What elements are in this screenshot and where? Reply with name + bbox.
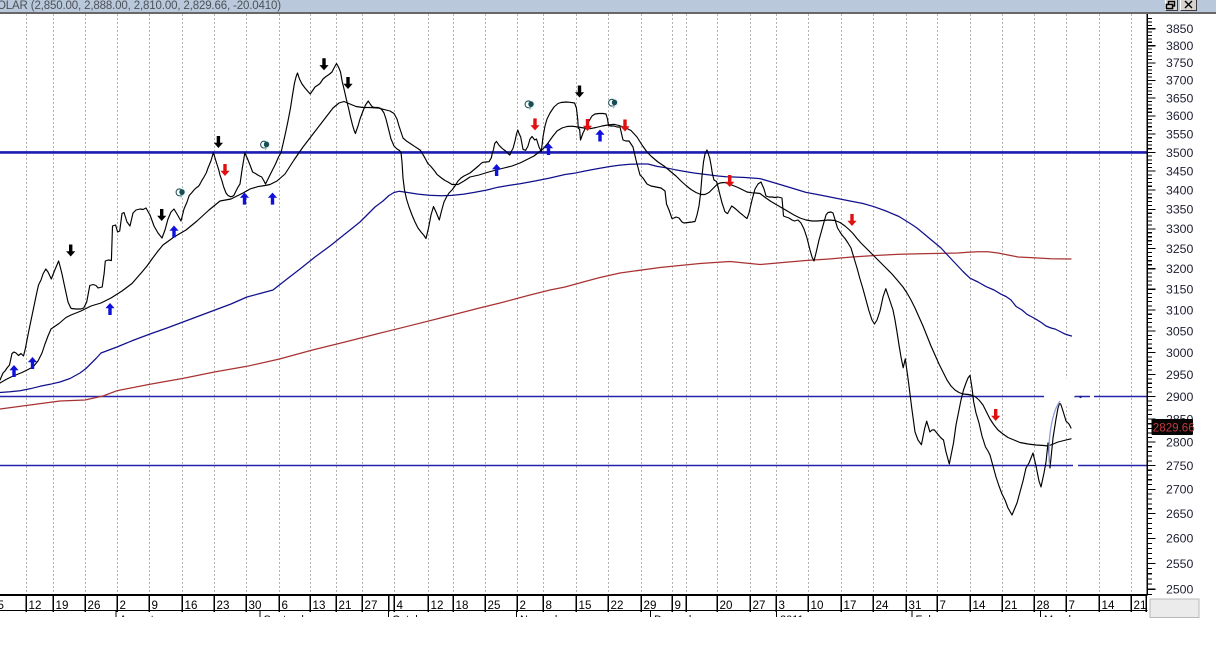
svg-text:10: 10 bbox=[811, 599, 824, 612]
svg-text:21: 21 bbox=[1005, 599, 1018, 612]
svg-text:2500: 2500 bbox=[1166, 583, 1194, 597]
svg-text:2550: 2550 bbox=[1166, 557, 1194, 571]
svg-text:2700: 2700 bbox=[1166, 483, 1194, 497]
svg-text:3500: 3500 bbox=[1166, 146, 1194, 160]
svg-text:February: February bbox=[916, 614, 961, 626]
svg-text:24: 24 bbox=[876, 599, 889, 612]
svg-text:7: 7 bbox=[940, 599, 946, 612]
svg-text:2950: 2950 bbox=[1166, 368, 1194, 382]
svg-text:13: 13 bbox=[313, 599, 326, 612]
svg-text:December: December bbox=[654, 614, 705, 626]
svg-text:28: 28 bbox=[1037, 599, 1050, 612]
svg-text:29: 29 bbox=[644, 599, 657, 612]
svg-text:16: 16 bbox=[185, 599, 198, 612]
svg-text:3800: 3800 bbox=[1166, 39, 1194, 53]
svg-text:2800: 2800 bbox=[1166, 436, 1194, 450]
svg-text:18: 18 bbox=[456, 599, 469, 612]
svg-text:5: 5 bbox=[0, 599, 4, 612]
svg-text:26: 26 bbox=[88, 599, 101, 612]
svg-text:4: 4 bbox=[397, 599, 404, 612]
svg-text:27: 27 bbox=[365, 599, 378, 612]
svg-text:31: 31 bbox=[909, 599, 922, 612]
svg-text:3600: 3600 bbox=[1166, 109, 1194, 123]
svg-text:2011: 2011 bbox=[780, 614, 804, 626]
svg-text:3300: 3300 bbox=[1166, 222, 1194, 236]
svg-text:2650: 2650 bbox=[1166, 507, 1194, 521]
svg-text:27: 27 bbox=[753, 599, 766, 612]
svg-text:2600: 2600 bbox=[1166, 532, 1194, 546]
svg-text:21: 21 bbox=[339, 599, 352, 612]
svg-text:9: 9 bbox=[152, 599, 158, 612]
svg-text:15: 15 bbox=[579, 599, 592, 612]
svg-text:8: 8 bbox=[546, 599, 552, 612]
svg-text:2900: 2900 bbox=[1166, 390, 1194, 404]
svg-text:November: November bbox=[520, 614, 571, 626]
svg-text:14: 14 bbox=[1102, 599, 1115, 612]
svg-text:17: 17 bbox=[844, 599, 857, 612]
svg-text:3100: 3100 bbox=[1166, 303, 1194, 317]
svg-text:3: 3 bbox=[779, 599, 785, 612]
svg-text:30: 30 bbox=[249, 599, 262, 612]
svg-text:2: 2 bbox=[520, 599, 526, 612]
svg-text:12: 12 bbox=[29, 599, 42, 612]
svg-text:August: August bbox=[120, 614, 154, 626]
svg-text:2829.66: 2829.66 bbox=[1153, 422, 1195, 435]
svg-text:October: October bbox=[392, 614, 431, 626]
svg-text:3200: 3200 bbox=[1166, 262, 1194, 276]
svg-text:7: 7 bbox=[1069, 599, 1075, 612]
svg-text:9: 9 bbox=[675, 599, 681, 612]
svg-text:September: September bbox=[264, 614, 318, 626]
svg-text:20: 20 bbox=[720, 599, 733, 612]
svg-text:6: 6 bbox=[282, 599, 288, 612]
svg-text:19: 19 bbox=[56, 599, 69, 612]
svg-text:3400: 3400 bbox=[1166, 183, 1194, 197]
svg-text:14: 14 bbox=[973, 599, 986, 612]
svg-text:3450: 3450 bbox=[1166, 165, 1194, 179]
svg-text:3250: 3250 bbox=[1166, 242, 1194, 256]
svg-text:12: 12 bbox=[431, 599, 444, 612]
svg-text:3550: 3550 bbox=[1166, 127, 1194, 141]
svg-text:2750: 2750 bbox=[1166, 459, 1194, 473]
svg-text:3700: 3700 bbox=[1166, 74, 1194, 88]
svg-text:25: 25 bbox=[488, 599, 501, 612]
svg-text:21: 21 bbox=[1134, 599, 1147, 612]
svg-text:3000: 3000 bbox=[1166, 346, 1194, 360]
svg-text:23: 23 bbox=[217, 599, 230, 612]
svg-text:3050: 3050 bbox=[1166, 325, 1194, 339]
svg-text:3150: 3150 bbox=[1166, 283, 1194, 297]
svg-text:3750: 3750 bbox=[1166, 56, 1194, 70]
svg-text:22: 22 bbox=[611, 599, 624, 612]
svg-text:3650: 3650 bbox=[1166, 91, 1194, 105]
svg-text:3850: 3850 bbox=[1166, 22, 1194, 36]
svg-text:2: 2 bbox=[120, 599, 126, 612]
svg-text:March: March bbox=[1044, 614, 1075, 626]
svg-text:3350: 3350 bbox=[1166, 203, 1194, 217]
